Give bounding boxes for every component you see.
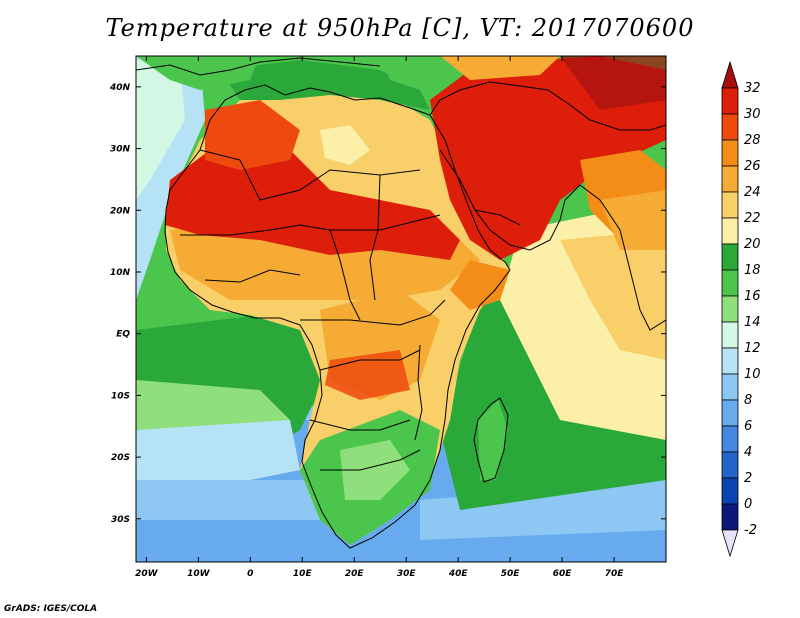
lon-tick-label: 0 xyxy=(247,569,253,579)
colorbar-label: 16 xyxy=(744,289,761,304)
colorbar-label: 18 xyxy=(744,263,761,278)
coastlines xyxy=(136,57,666,549)
colorbar-label: 12 xyxy=(744,341,761,356)
colorbar-segment xyxy=(721,60,739,89)
lat-tick-label: 10S xyxy=(111,391,130,401)
colorbar-segment xyxy=(721,191,739,219)
lat-tick-label: 10N xyxy=(110,268,131,278)
colorbar-segment xyxy=(721,477,739,505)
credit-text: GrADS: IGES/COLA xyxy=(4,604,98,614)
colorbar-label: 2 xyxy=(744,471,752,486)
colorbar-segment xyxy=(721,217,739,245)
colorbar-segment xyxy=(721,321,739,349)
lat-tick-label: EQ xyxy=(116,330,130,340)
colorbar-segment xyxy=(721,425,739,453)
tick-marks xyxy=(136,56,666,562)
lon-tick-label: 70E xyxy=(605,569,625,579)
colorbar-label: 22 xyxy=(744,211,761,226)
colorbar-segment xyxy=(721,269,739,297)
colorbar-segment xyxy=(721,295,739,323)
colorbar-label: 10 xyxy=(744,367,761,382)
colorbar-label: 6 xyxy=(744,419,752,434)
lon-tick-label: 40E xyxy=(448,569,469,579)
colorbar-segment xyxy=(721,373,739,401)
colorbar-label: 30 xyxy=(744,107,761,122)
colorbar-label: 20 xyxy=(744,237,761,252)
colorbar-label: 0 xyxy=(744,497,752,512)
colorbar-segment xyxy=(721,87,739,115)
colorbar-segment xyxy=(721,347,739,375)
colorbar-label: 28 xyxy=(744,133,761,148)
lon-tick-label: 20W xyxy=(135,569,159,579)
colorbar-label: 24 xyxy=(744,185,761,200)
colorbar-segment xyxy=(721,243,739,271)
colorbar-label: 8 xyxy=(744,393,752,408)
lat-tick-label: 30S xyxy=(111,515,130,525)
lat-tick-label: 20N xyxy=(110,206,131,216)
lon-tick-label: 50E xyxy=(501,569,521,579)
lon-tick-label: 20E xyxy=(345,569,365,579)
tick-labels: 20W 10W 0 10E 20E 30E 40E 50E 60E 70E 40N 30N 20N 10N… xyxy=(109,83,624,579)
colorbar-label: 4 xyxy=(744,445,752,460)
map-frame xyxy=(135,55,667,563)
lat-tick-label: 20S xyxy=(111,453,130,463)
colorbar-segment xyxy=(721,165,739,193)
colorbar-label: -2 xyxy=(744,523,757,538)
colorbar-segment xyxy=(721,529,739,558)
colorbar-segment xyxy=(721,451,739,479)
colorbar-label: 26 xyxy=(744,159,761,174)
lon-tick-label: 10W xyxy=(187,569,211,579)
colorbar-label: 14 xyxy=(744,315,761,330)
chart-title: Temperature at 950hPa [C], VT: 201707060… xyxy=(105,14,695,42)
temperature-field xyxy=(136,56,666,562)
colorbar-label: 32 xyxy=(744,81,761,96)
lon-tick-label: 60E xyxy=(553,569,573,579)
colorbar-segment xyxy=(721,503,739,531)
lat-tick-label: 40N xyxy=(109,83,131,93)
lon-tick-label: 30E xyxy=(397,569,417,579)
colorbar-segment xyxy=(721,399,739,427)
colorbar-segment xyxy=(721,139,739,167)
colorbar-segment xyxy=(721,113,739,141)
lon-tick-label: 10E xyxy=(293,569,313,579)
lat-tick-label: 30N xyxy=(110,145,131,155)
